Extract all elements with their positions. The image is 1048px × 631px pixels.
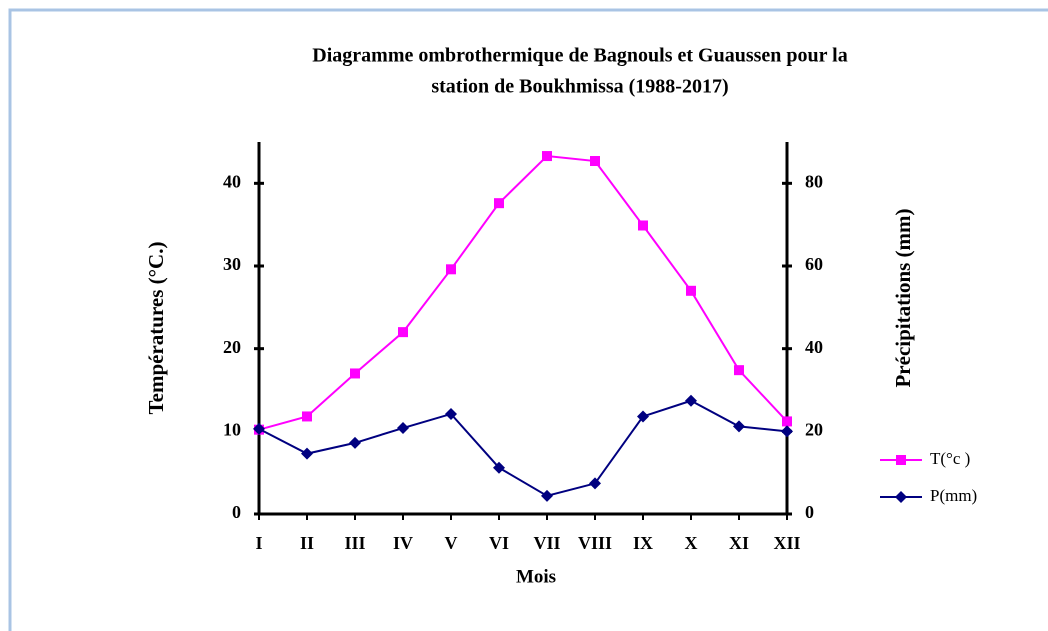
point	[781, 425, 793, 438]
x-tick-label: IX	[633, 533, 653, 553]
y2-tick-label: 80	[805, 171, 823, 191]
frame	[8, 8, 1048, 631]
point	[541, 489, 553, 502]
legend-marker	[895, 491, 907, 503]
series-line	[258, 399, 788, 497]
chart-title: Diagramme ombrothermique de Bagnouls et …	[312, 45, 847, 67]
y-tick-label: 20	[223, 337, 241, 357]
x-tick-label: VI	[489, 533, 509, 553]
point	[589, 477, 601, 490]
legend-marker	[896, 455, 906, 465]
point	[397, 422, 409, 435]
y-axis-label: Températures (°C.)	[144, 242, 168, 415]
point	[349, 436, 361, 449]
point	[637, 410, 649, 423]
point	[493, 461, 505, 474]
y-tick-label: 40	[223, 171, 241, 191]
point	[638, 220, 648, 231]
y-tick-label: 0	[232, 502, 241, 522]
x-tick-label: V	[445, 533, 458, 553]
x-tick-label: III	[344, 533, 365, 553]
x-tick-label: XII	[773, 533, 800, 553]
point	[253, 422, 265, 435]
y2-axis-label: Précipitations (mm)	[891, 208, 915, 387]
x-tick-label: II	[300, 533, 314, 553]
point	[302, 411, 312, 422]
point	[685, 394, 697, 407]
point	[398, 327, 408, 338]
point	[301, 447, 313, 460]
x-tick-label: VII	[533, 533, 560, 553]
legend-label: T(°c )	[930, 449, 970, 468]
point	[734, 365, 744, 376]
x-tick-label: I	[255, 533, 262, 553]
chart-title: station de Boukhmissa (1988-2017)	[431, 76, 728, 98]
y-tick-label: 30	[223, 254, 241, 274]
x-tick-label: X	[685, 533, 698, 553]
y-tick-label: 10	[223, 419, 241, 439]
point	[445, 407, 457, 420]
x-tick-label: VIII	[578, 533, 612, 553]
y2-tick-label: 20	[805, 419, 823, 439]
point	[494, 198, 504, 209]
x-tick-label: IV	[393, 533, 413, 553]
point	[590, 156, 600, 167]
point	[733, 420, 745, 433]
point	[350, 368, 360, 379]
legend-label: P(mm)	[930, 486, 977, 505]
point	[686, 285, 696, 296]
point	[782, 416, 792, 427]
x-axis-label: Mois	[516, 566, 556, 587]
y2-tick-label: 40	[805, 337, 823, 357]
y2-tick-label: 0	[805, 502, 814, 522]
series-line	[258, 155, 788, 431]
point	[446, 264, 456, 275]
point	[542, 151, 552, 162]
x-tick-label: XI	[729, 533, 749, 553]
y2-tick-label: 60	[805, 254, 823, 274]
